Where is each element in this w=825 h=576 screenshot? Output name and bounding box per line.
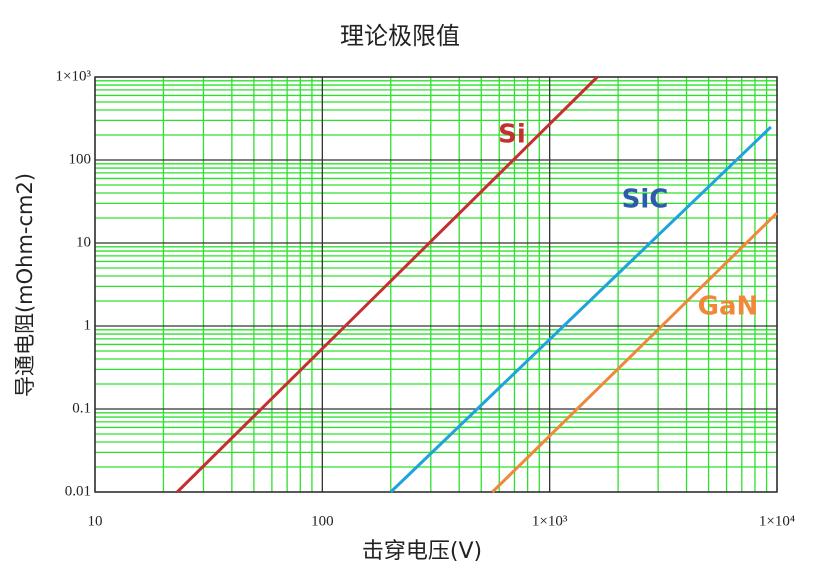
plot-border <box>94 76 778 493</box>
y-tick-label: 0.1 <box>72 400 91 416</box>
y-tick-label: 100 <box>69 151 92 167</box>
chart-title: 理论极限值 <box>340 22 460 50</box>
series-label: Si <box>498 120 526 150</box>
series-line <box>389 125 772 494</box>
y-tick-label: 10 <box>76 234 91 250</box>
x-tick-label: 100 <box>311 513 334 529</box>
series-line <box>491 211 779 494</box>
x-tick-label: 10 <box>88 513 103 529</box>
x-axis-label: 击穿电压(V) <box>362 539 482 564</box>
plot-area <box>95 77 777 492</box>
y-axis-label: 导通电阻(mOhm-cm2) <box>13 173 37 397</box>
y-tick-label: 0.01 <box>65 483 91 499</box>
x-tick-label: 1×10³ <box>532 513 568 529</box>
series-line <box>176 75 599 494</box>
y-tick-label: 1×10³ <box>56 68 92 84</box>
y-tick-label: 1 <box>84 317 92 333</box>
series-label: GaN <box>698 292 759 322</box>
x-tick-label: 1×10⁴ <box>759 513 795 529</box>
series-label: SiC <box>622 185 669 215</box>
